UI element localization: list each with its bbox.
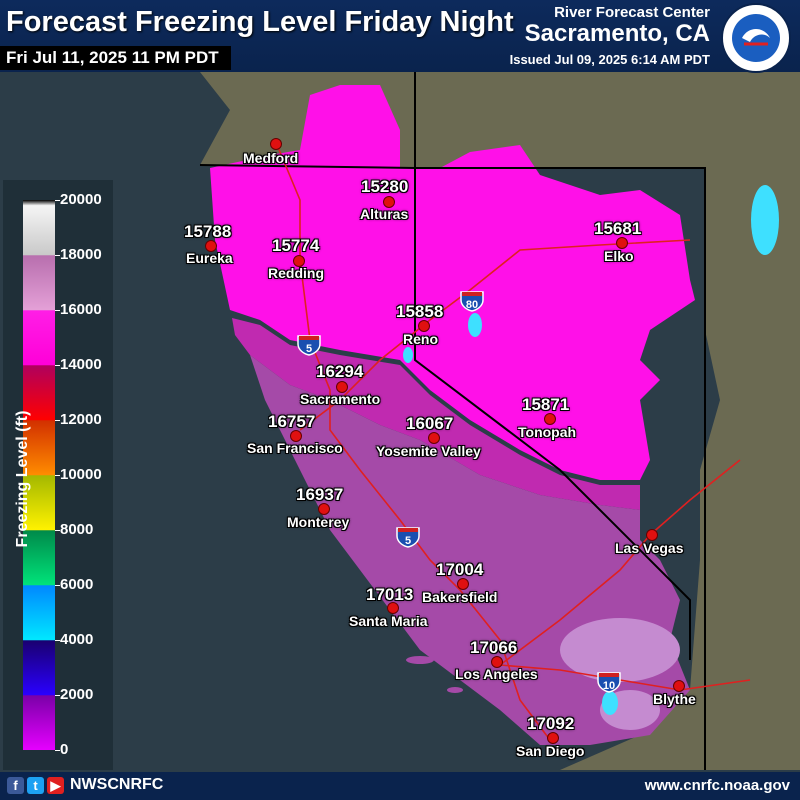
legend-tick: 8000 bbox=[60, 521, 94, 538]
channel-islands bbox=[406, 656, 434, 664]
freezing-value-santa-maria: 17013 bbox=[366, 585, 414, 604]
city-dot[interactable] bbox=[205, 240, 217, 252]
city-dot[interactable] bbox=[616, 237, 628, 249]
social-handle[interactable]: NWSCNRFC bbox=[70, 776, 164, 793]
city-name-los-angeles: Los Angeles bbox=[455, 666, 538, 682]
pyramid-lake bbox=[468, 313, 482, 337]
issued-time: Issued Jul 09, 2025 6:14 AM PDT bbox=[509, 52, 710, 67]
city-name-las-vegas: Las Vegas bbox=[615, 540, 684, 556]
freezing-value-elko: 15681 bbox=[594, 219, 642, 238]
legend-tick: 4000 bbox=[60, 631, 94, 648]
interstate-10-shield: 10 bbox=[597, 672, 621, 693]
freezing-value-bakersfield: 17004 bbox=[436, 560, 484, 579]
city-dot[interactable] bbox=[270, 138, 282, 150]
legend-tick: 6000 bbox=[60, 576, 94, 593]
freezing-value-sacramento: 16294 bbox=[316, 362, 364, 381]
city-name-bakersfield: Bakersfield bbox=[422, 589, 498, 605]
twitter-icon[interactable]: t bbox=[27, 777, 44, 794]
lake-tahoe bbox=[403, 347, 413, 363]
city-dot[interactable] bbox=[383, 196, 395, 208]
city-dot[interactable] bbox=[318, 503, 330, 515]
city-name-elko: Elko bbox=[604, 248, 634, 264]
channel-islands-south bbox=[447, 687, 463, 693]
social-links: f t ▶ bbox=[7, 777, 64, 794]
great-salt-lake bbox=[751, 185, 779, 255]
city-name-blythe: Blythe bbox=[653, 691, 696, 707]
city-dot[interactable] bbox=[646, 529, 658, 541]
footer-bar bbox=[0, 772, 800, 800]
city-dot[interactable] bbox=[418, 320, 430, 332]
website-link[interactable]: www.cnrfc.noaa.gov bbox=[644, 777, 790, 794]
freezing-level-16000-band bbox=[232, 318, 640, 510]
city-dot[interactable] bbox=[428, 432, 440, 444]
youtube-icon[interactable]: ▶ bbox=[47, 777, 64, 794]
legend-tick: 16000 bbox=[60, 301, 102, 318]
highway-15 bbox=[499, 459, 741, 666]
agency-name: River Forecast Center bbox=[554, 4, 710, 21]
freezing-value-reno: 15858 bbox=[396, 302, 444, 321]
nws-logo-icon[interactable] bbox=[720, 2, 792, 74]
city-name-redding: Redding bbox=[268, 265, 324, 281]
freezing-value-san-francisco: 16757 bbox=[268, 412, 316, 431]
freezing-value-monterey: 16937 bbox=[296, 485, 344, 504]
freezing-level-14000-16000 bbox=[210, 85, 695, 480]
svg-text:5: 5 bbox=[306, 343, 312, 355]
freezing-value-los-angeles: 17066 bbox=[470, 638, 518, 657]
city-dot[interactable] bbox=[547, 732, 559, 744]
state-borders bbox=[199, 164, 706, 770]
city-name-alturas: Alturas bbox=[360, 206, 409, 222]
city-dot[interactable] bbox=[387, 602, 399, 614]
ca-nv-border bbox=[414, 72, 691, 660]
city-dot[interactable] bbox=[293, 255, 305, 267]
freezing-value-alturas: 15280 bbox=[361, 177, 409, 196]
city-dot[interactable] bbox=[336, 381, 348, 393]
facebook-icon[interactable]: f bbox=[7, 777, 24, 794]
city-name-san-diego: San Diego bbox=[516, 743, 585, 759]
freezing-value-redding: 15774 bbox=[272, 236, 320, 255]
legend-panel: Freezing Level (ft) 20000 18000 16000 14… bbox=[3, 180, 113, 770]
freezing-value-san-diego: 17092 bbox=[527, 714, 575, 733]
legend-tick: 18000 bbox=[60, 246, 102, 263]
city-dot[interactable] bbox=[673, 680, 685, 692]
legend-color-bar bbox=[23, 200, 55, 750]
city-name-sacramento: Sacramento bbox=[300, 391, 381, 407]
interstate-80-shield: 80 bbox=[460, 291, 484, 312]
freezing-value-eureka: 15788 bbox=[184, 222, 232, 241]
legend-tick: 2000 bbox=[60, 686, 94, 703]
svg-text:10: 10 bbox=[603, 680, 615, 692]
surrounding-land bbox=[200, 72, 800, 770]
city-name-yosemite-valley: Yosemite Valley bbox=[376, 443, 481, 459]
page-title: Forecast Freezing Level Friday Night bbox=[6, 6, 514, 38]
interstate-5-shield-south: 5 bbox=[396, 527, 420, 548]
city-dot[interactable] bbox=[290, 430, 302, 442]
city-name-tonopah: Tonopah bbox=[518, 424, 577, 440]
legend-title: Freezing Level (ft) bbox=[14, 410, 31, 548]
city-dot[interactable] bbox=[544, 413, 556, 425]
city-name-monterey: Monterey bbox=[287, 514, 350, 530]
legend-tick: 0 bbox=[60, 741, 69, 758]
city-name-santa-maria: Santa Maria bbox=[349, 613, 428, 629]
svg-text:80: 80 bbox=[466, 299, 478, 311]
office-name: Sacramento, CA bbox=[524, 20, 710, 47]
highway-80 bbox=[299, 239, 691, 431]
freezing-value-yosemite-valley: 16067 bbox=[406, 414, 454, 433]
city-name-eureka: Eureka bbox=[186, 250, 233, 266]
freezing-level-patch bbox=[560, 618, 680, 682]
legend-tick: 10000 bbox=[60, 466, 102, 483]
city-dot[interactable] bbox=[491, 656, 503, 668]
salton-sea bbox=[602, 691, 618, 715]
legend-tick: 20000 bbox=[60, 191, 102, 208]
legend-tick: 12000 bbox=[60, 411, 102, 428]
interstate-5-shield-north: 5 bbox=[297, 335, 321, 356]
freezing-value-tonopah: 15871 bbox=[522, 395, 570, 414]
city-name-san-francisco: San Francisco bbox=[247, 440, 343, 456]
city-name-reno: Reno bbox=[403, 331, 438, 347]
svg-text:5: 5 bbox=[405, 535, 411, 547]
city-dot[interactable] bbox=[457, 578, 469, 590]
city-name-medford: Medford bbox=[243, 150, 299, 166]
valid-time: Fri Jul 11, 2025 11 PM PDT bbox=[0, 46, 231, 70]
legend-tick: 14000 bbox=[60, 356, 102, 373]
